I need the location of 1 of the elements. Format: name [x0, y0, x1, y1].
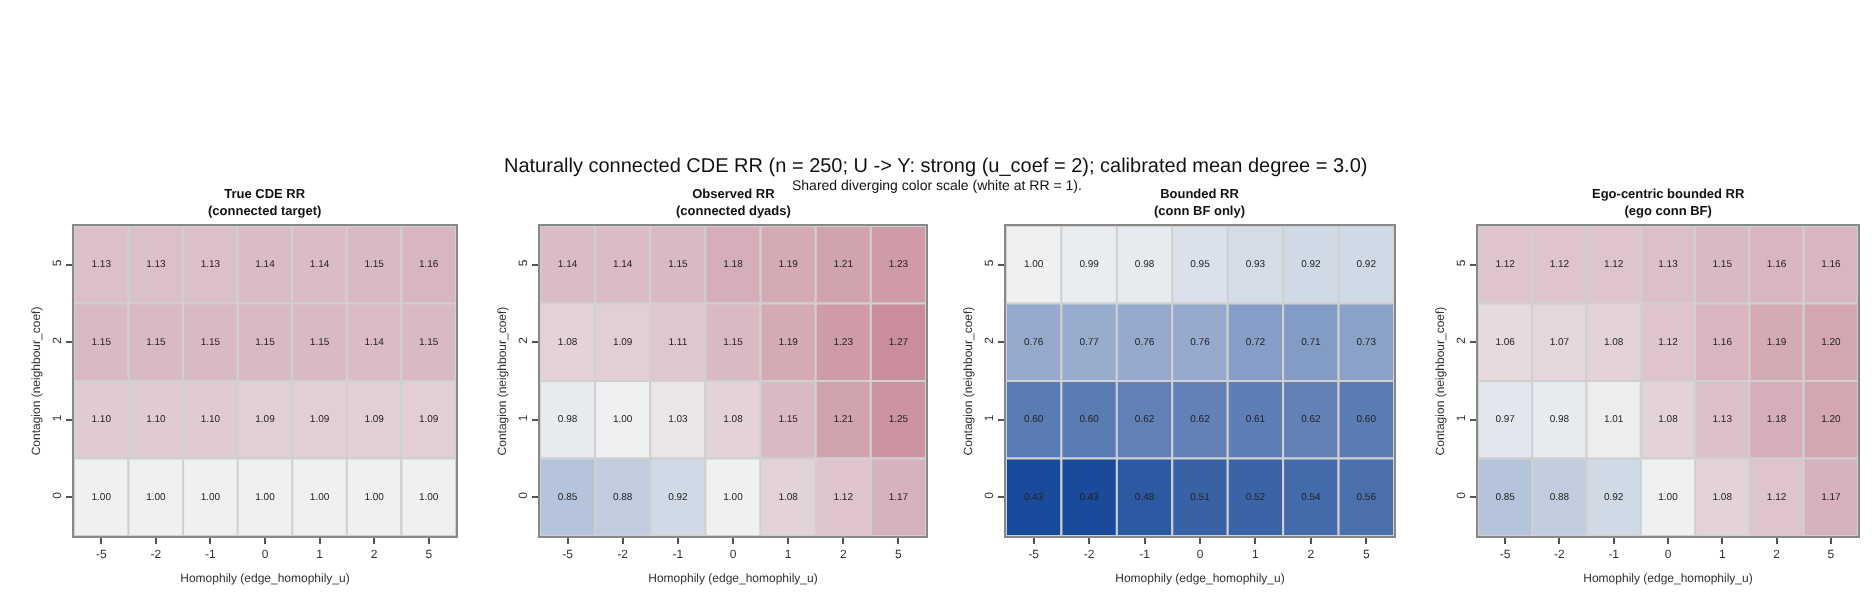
text: Naturally connected CDE RR (n = 250; U -> Y: strong (u_coef = 2); calibrated mean degree = 3.0) [504, 156, 1368, 178]
